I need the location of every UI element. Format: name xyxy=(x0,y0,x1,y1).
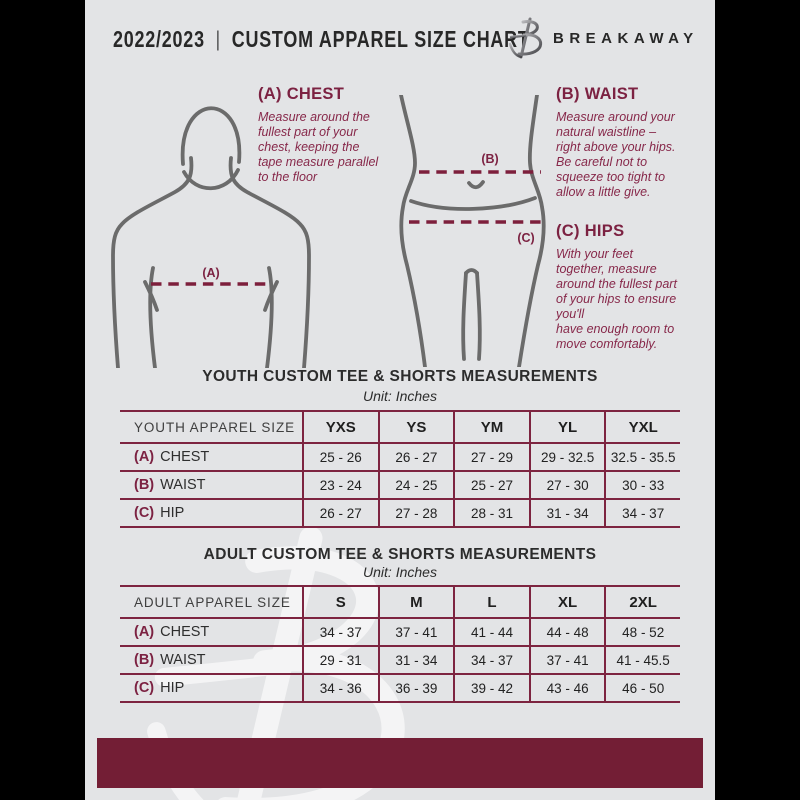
adult-unit-label: Unit: Inches xyxy=(363,564,437,580)
youth-size-column-header: YXL xyxy=(604,412,680,442)
waist-line-label: (B) xyxy=(481,152,498,166)
row-measure-name: HIP xyxy=(160,680,185,696)
adult-size-type-header: ADULT APPAREL SIZE xyxy=(134,594,291,610)
youth-size-column-header: YL xyxy=(528,412,605,442)
chest-heading: (A) CHEST xyxy=(258,85,345,103)
youth-size-table: YOUTH APPAREL SIZE YXS YS YM YL YXL (A) CHEST 25… xyxy=(120,410,680,528)
measurement-row-label: (A) CHEST xyxy=(120,444,302,470)
chest-measurement-figure: (A) xyxy=(111,106,311,368)
hips-heading: (C) HIPS xyxy=(556,222,625,240)
size-range-value: 32.5 - 35.5 xyxy=(604,444,680,470)
adult-size-column-header: XL xyxy=(528,587,605,617)
measurement-row-label: (C) HIP xyxy=(120,675,302,701)
size-range-value: 36 - 39 xyxy=(377,675,454,701)
adult-table-row: (A) CHEST 34 - 37 37 - 41 41 - 44 44 - 48 48 -… xyxy=(120,619,680,647)
row-measure-name: HIP xyxy=(160,505,185,521)
adult-header-row: ADULT APPAREL SIZE S M L XL 2XL xyxy=(120,587,680,619)
size-range-value: 26 - 27 xyxy=(377,444,454,470)
size-range-value: 43 - 46 xyxy=(528,675,605,701)
size-range-value: 26 - 27 xyxy=(302,500,378,526)
size-range-value: 34 - 37 xyxy=(604,500,680,526)
size-range-value: 31 - 34 xyxy=(528,500,605,526)
size-range-value: 27 - 29 xyxy=(453,444,529,470)
size-chart-page: 2022/2023 | CUSTOM APPAREL SIZE CHART BR… xyxy=(85,0,715,800)
row-letter-prefix: (B) xyxy=(134,652,155,668)
adult-size-column-header: M xyxy=(377,587,454,617)
row-measure-name: WAIST xyxy=(160,477,206,493)
size-range-value: 29 - 32.5 xyxy=(528,444,605,470)
breakaway-b-logo-icon xyxy=(508,17,543,59)
size-range-value: 25 - 27 xyxy=(453,472,529,498)
size-range-value: 27 - 28 xyxy=(377,500,454,526)
chest-instructions: Measure around the fullest part of your … xyxy=(258,110,379,184)
size-range-value: 37 - 41 xyxy=(528,647,605,673)
measurement-row-label: (A) CHEST xyxy=(120,619,302,645)
size-range-value: 41 - 45.5 xyxy=(604,647,680,673)
youth-size-column-header: YS xyxy=(377,412,454,442)
row-letter-prefix: (A) xyxy=(134,624,155,640)
measurement-row-label: (B) WAIST xyxy=(120,472,302,498)
youth-section-title: YOUTH CUSTOM TEE & SHORTS MEASUREMENTS xyxy=(202,368,598,385)
size-range-value: 34 - 36 xyxy=(302,675,378,701)
adult-size-table: ADULT APPAREL SIZE S M L XL 2XL (A) CHEST 34 - 3… xyxy=(120,585,680,703)
title-separator: | xyxy=(215,27,221,51)
youth-table-row: (C) HIP 26 - 27 27 - 28 28 - 31 31 - 34 34 - 3… xyxy=(120,500,680,528)
row-letter-prefix: (A) xyxy=(134,449,155,465)
adult-size-column-header: 2XL xyxy=(604,587,680,617)
footer-accent-bar xyxy=(97,738,703,788)
youth-table-row: (B) WAIST 23 - 24 24 - 25 25 - 27 27 - 30 30 -… xyxy=(120,472,680,500)
size-range-value: 34 - 37 xyxy=(302,619,378,645)
measurement-row-label: (B) WAIST xyxy=(120,647,302,673)
row-measure-name: WAIST xyxy=(160,652,206,668)
size-range-value: 23 - 24 xyxy=(302,472,378,498)
waist-instructions: Measure around your natural waistline – … xyxy=(556,110,676,199)
size-range-value: 25 - 26 xyxy=(302,444,378,470)
youth-unit-label: Unit: Inches xyxy=(363,388,437,404)
size-range-value: 30 - 33 xyxy=(604,472,680,498)
adult-size-column-header: S xyxy=(302,587,378,617)
page-title: 2022/2023 | CUSTOM APPAREL SIZE CHART xyxy=(113,26,530,53)
size-range-value: 37 - 41 xyxy=(377,619,454,645)
youth-table-row: (A) CHEST 25 - 26 26 - 27 27 - 29 29 - 32.5 32… xyxy=(120,444,680,472)
size-range-value: 28 - 31 xyxy=(453,500,529,526)
youth-size-column-header: YXS xyxy=(302,412,378,442)
size-range-value: 24 - 25 xyxy=(377,472,454,498)
youth-size-type-header: YOUTH APPAREL SIZE xyxy=(134,419,295,435)
size-range-value: 44 - 48 xyxy=(528,619,605,645)
hips-instructions: With your feet together, measure around … xyxy=(556,247,677,351)
hip-line-label: (C) xyxy=(517,231,534,245)
waist-hip-measurement-figure: (B) (C) xyxy=(399,95,546,367)
adult-table-row: (C) HIP 34 - 36 36 - 39 39 - 42 43 - 46 46 - 5… xyxy=(120,675,680,703)
row-letter-prefix: (C) xyxy=(134,680,155,696)
size-range-value: 29 - 31 xyxy=(302,647,378,673)
chest-line-label: (A) xyxy=(202,266,219,280)
row-measure-name: CHEST xyxy=(160,624,210,640)
size-range-value: 34 - 37 xyxy=(453,647,529,673)
season-year: 2022/2023 xyxy=(113,26,205,52)
brand-name: BREAKAWAY xyxy=(553,30,699,47)
size-range-value: 39 - 42 xyxy=(453,675,529,701)
size-range-value: 31 - 34 xyxy=(377,647,454,673)
size-range-value: 41 - 44 xyxy=(453,619,529,645)
adult-size-column-header: L xyxy=(453,587,529,617)
row-letter-prefix: (C) xyxy=(134,505,155,521)
youth-size-column-header: YM xyxy=(453,412,529,442)
measurement-row-label: (C) HIP xyxy=(120,500,302,526)
adult-table-row: (B) WAIST 29 - 31 31 - 34 34 - 37 37 - 41 41 -… xyxy=(120,647,680,675)
youth-header-row: YOUTH APPAREL SIZE YXS YS YM YL YXL xyxy=(120,412,680,444)
size-range-value: 27 - 30 xyxy=(528,472,605,498)
title-text: CUSTOM APPAREL SIZE CHART xyxy=(231,26,530,52)
row-measure-name: CHEST xyxy=(160,449,210,465)
size-range-value: 48 - 52 xyxy=(604,619,680,645)
size-range-value: 46 - 50 xyxy=(604,675,680,701)
row-letter-prefix: (B) xyxy=(134,477,155,493)
adult-section-title: ADULT CUSTOM TEE & SHORTS MEASUREMENTS xyxy=(203,546,597,563)
waist-heading: (B) WAIST xyxy=(556,85,639,103)
